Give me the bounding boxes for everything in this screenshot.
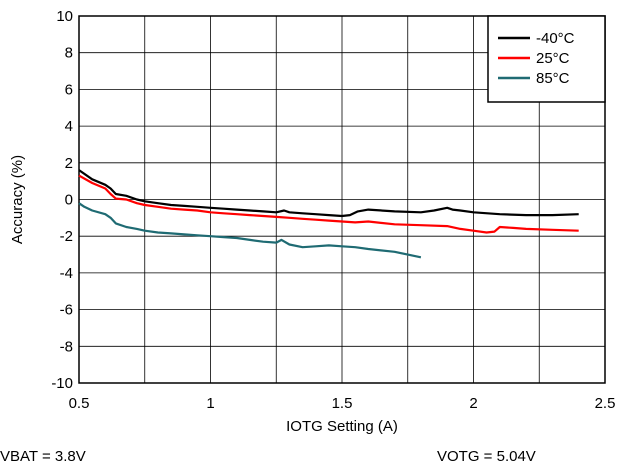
y-tick-label: 6 xyxy=(65,81,73,98)
x-tick-label: 0.5 xyxy=(69,395,90,412)
x-tick-label: 1 xyxy=(206,395,214,412)
y-tick-label: -2 xyxy=(60,228,73,245)
y-tick-label: 10 xyxy=(56,8,73,25)
y-tick-label: -10 xyxy=(51,375,73,392)
x-axis-title: IOTG Setting (A) xyxy=(286,418,398,435)
y-tick-label: -4 xyxy=(60,265,73,282)
y-tick-label: 0 xyxy=(65,192,73,209)
grid xyxy=(79,16,605,383)
votg-note: VOTG = 5.04V xyxy=(437,448,536,465)
y-tick-label: 4 xyxy=(65,118,73,135)
y-tick-label: -6 xyxy=(60,302,73,319)
vbat-note: VBAT = 3.8V xyxy=(0,448,86,465)
legend: -40°C 25°C 85°C xyxy=(487,15,606,103)
x-tick-label: 1.5 xyxy=(332,395,353,412)
y-axis-title: Accuracy (%) xyxy=(9,155,26,244)
series-line-0 xyxy=(78,169,579,218)
plot-frame xyxy=(78,15,606,384)
y-tick-label: -8 xyxy=(60,338,73,355)
legend-label: 25°C xyxy=(536,50,570,67)
series-line-1 xyxy=(78,174,579,234)
tick-labels: 0.5 1 1.5 2 2.5 -10 -8 -6 -4 -2 0 2 4 6 8 10 xyxy=(51,8,615,412)
legend-label: -40°C xyxy=(536,30,575,47)
series-layer xyxy=(78,169,579,259)
legend-label: 85°C xyxy=(536,70,570,87)
x-tick-label: 2 xyxy=(469,395,477,412)
y-tick-label: 2 xyxy=(65,155,73,172)
series-line-2 xyxy=(78,202,422,259)
x-tick-label: 2.5 xyxy=(595,395,616,412)
y-tick-label: 8 xyxy=(65,45,73,62)
